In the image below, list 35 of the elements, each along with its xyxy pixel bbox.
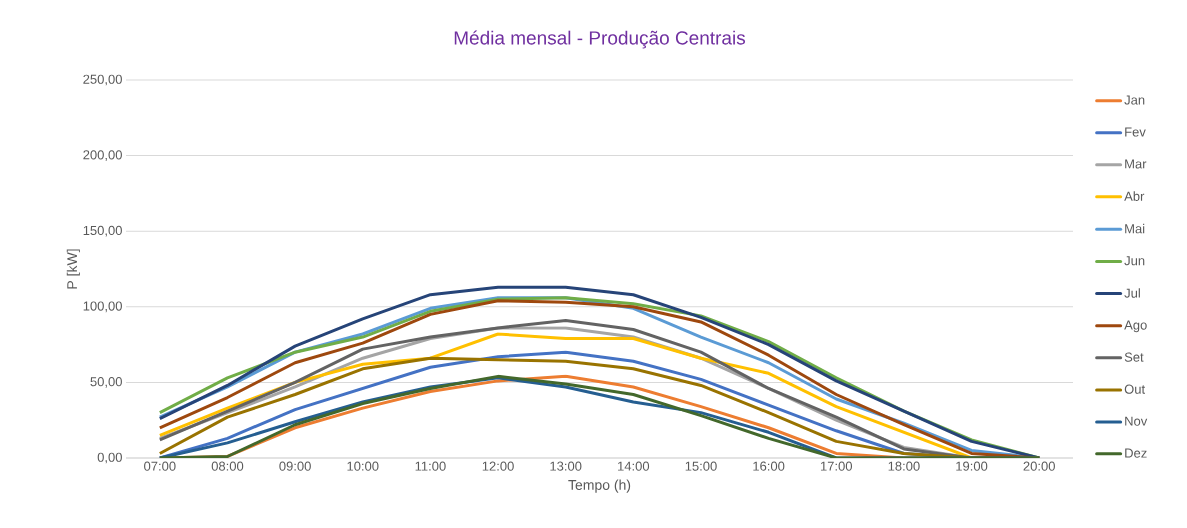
y-tick-label: 150,00 bbox=[83, 225, 122, 237]
x-tick-label: 17:00 bbox=[820, 461, 853, 471]
x-tick-label: 16:00 bbox=[753, 461, 785, 471]
y-tick-label: 0,00 bbox=[97, 452, 122, 464]
legend-label: Dez bbox=[1125, 448, 1147, 458]
x-axis-title: Tempo (h) bbox=[568, 479, 631, 493]
legend-label: Set bbox=[1124, 352, 1144, 362]
legend-label: Jan bbox=[1124, 95, 1145, 105]
x-tick-label: 09:00 bbox=[279, 461, 311, 471]
y-axis-title: P [kW] bbox=[66, 249, 80, 289]
legend-label: Mai bbox=[1125, 223, 1145, 234]
chart-title: Média mensal - Produção Centrais bbox=[454, 30, 746, 49]
y-tick-label: 200,00 bbox=[83, 150, 122, 161]
x-tick-label: 19:00 bbox=[956, 461, 988, 471]
y-tick-label: 50,00 bbox=[90, 377, 122, 388]
x-tick-label: 13:00 bbox=[550, 461, 582, 471]
legend-label: Jun bbox=[1124, 256, 1145, 266]
x-tick-label: 08:00 bbox=[211, 461, 244, 471]
x-tick-label: 18:00 bbox=[888, 461, 920, 471]
legend-label: Out bbox=[1124, 384, 1146, 394]
x-tick-label: 14:00 bbox=[618, 461, 650, 471]
x-tick-label: 11:00 bbox=[415, 461, 446, 471]
legend-label: Ago bbox=[1124, 320, 1147, 333]
x-tick-label: 12:00 bbox=[482, 461, 514, 471]
y-tick-label: 100,00 bbox=[83, 301, 122, 313]
legend-label: Nov bbox=[1125, 416, 1148, 426]
legend-label: Abr bbox=[1124, 191, 1145, 201]
x-tick-label: 15:00 bbox=[685, 461, 717, 471]
legend-label: Fev bbox=[1125, 127, 1146, 137]
y-tick-label: 250,00 bbox=[83, 74, 122, 86]
x-tick-label: 20:00 bbox=[1023, 461, 1055, 471]
x-tick-label: 10:00 bbox=[347, 461, 379, 471]
legend-label: Mar bbox=[1125, 159, 1147, 169]
legend-label: Jul bbox=[1124, 288, 1140, 298]
x-tick-label: 07:00 bbox=[144, 461, 176, 471]
